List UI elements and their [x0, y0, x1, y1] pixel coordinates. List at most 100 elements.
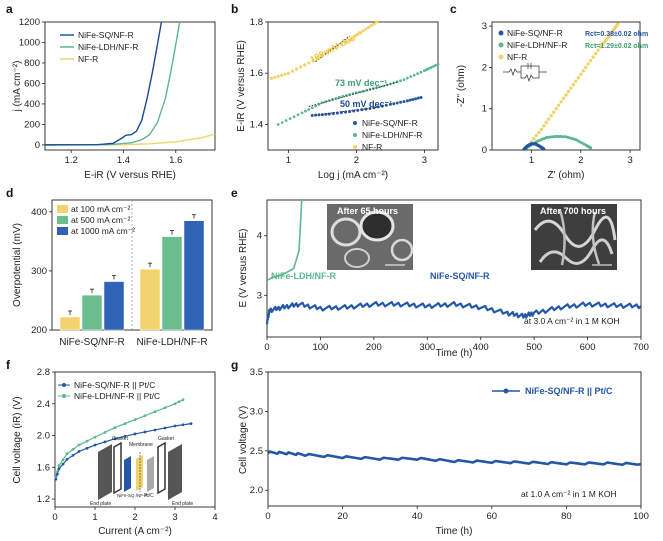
series-point-c-2 [542, 124, 546, 128]
series-point-b-1 [432, 64, 435, 68]
panel-letter-b: b [231, 2, 238, 16]
y-tick-label-b: 1.6 [250, 68, 263, 79]
series-point-b-2 [290, 69, 295, 73]
x-tick-label-g: 80 [561, 511, 572, 522]
x-tick-label-e: 400 [473, 342, 489, 353]
series-point-b-2 [307, 61, 311, 65]
legend-label-c-nf: NF-R [507, 52, 527, 62]
series-point-b-2 [303, 63, 307, 67]
legend-label-a-sq: NiFe-SQ/NF-R [78, 30, 134, 40]
series-point-b-2 [348, 38, 352, 42]
series-point-f-1 [77, 443, 81, 447]
series-point-f-1 [61, 458, 65, 462]
panel-letter-c: c [450, 2, 457, 16]
series-point-b-0 [392, 102, 396, 106]
schematic-membrane: Membrane [129, 442, 153, 448]
series-point-b-2 [375, 20, 379, 24]
series-point-b-1 [402, 78, 406, 81]
series-point-c-2 [566, 89, 571, 94]
label-e-ldh: NiFe-LDH/NF-R [271, 271, 336, 281]
series-point-b-0 [388, 102, 392, 106]
series-point-f-1 [143, 414, 147, 418]
schematic-endplate-right: End plate [172, 501, 193, 507]
legend-swatch-c-ldh [498, 42, 504, 48]
panel-c: 1 2 3 0 1 2 3 Z' (ohm) -Z'' (ohm) NiFe-SQ/NF-R… [456, 21, 648, 181]
series-point-f-1 [177, 400, 181, 404]
series-point-b-1 [427, 67, 431, 70]
series-point-f-0 [77, 450, 81, 453]
bar-1-1 [161, 236, 183, 331]
legend-swatch-d-500 [57, 216, 68, 224]
series-point-c-2 [584, 65, 588, 70]
series-point-f-0 [133, 432, 137, 436]
x-tick-label-a: 1.4 [117, 155, 130, 166]
y-tick-label-a: 1200 [19, 17, 40, 28]
series-point-f-0 [56, 472, 59, 476]
legend-label-d-1000: at 1000 mA cm⁻² [71, 226, 135, 236]
series-line-g-sq [267, 450, 642, 467]
series-point-c-2 [581, 69, 585, 73]
series-point-b-1 [307, 108, 311, 111]
sem-label-65h: After 65 hours [337, 206, 398, 216]
y-tick-label-a: 600 [24, 78, 40, 89]
legend-label-d-500: at 500 mA cm⁻² [71, 215, 130, 225]
series-point-b-2 [269, 76, 273, 80]
series-point-c-2 [574, 79, 578, 83]
series-point-b-2 [280, 73, 284, 77]
series-point-c-2 [534, 133, 539, 138]
series-point-f-1 [103, 430, 107, 434]
series-point-b-1 [292, 115, 296, 119]
series-point-b-0 [384, 103, 388, 107]
panel-letter-f: f [6, 358, 11, 372]
series-point-c-2 [544, 120, 548, 125]
series-point-f-0 [65, 457, 69, 461]
series-point-c-2 [537, 130, 541, 135]
electrolyzer-schematic-icon [98, 441, 182, 500]
y-tick-label-f: 2.8 [37, 367, 50, 378]
series-point-b-2 [319, 53, 323, 57]
series-point-c-2 [564, 93, 568, 97]
x-tick-label-g: 0 [265, 511, 270, 522]
x-tick-label-e: 300 [419, 342, 435, 353]
x-tick-label-f: 0 [52, 512, 57, 523]
series-point-c-2 [588, 58, 593, 63]
series-point-f-0 [143, 430, 147, 434]
series-point-b-0 [395, 101, 399, 105]
x-tick-label-f: 1 [92, 512, 97, 523]
series-point-b-2 [315, 56, 319, 60]
x-tick-label-b: 2 [354, 155, 359, 166]
series-point-f-0 [54, 477, 58, 481]
panel-b-xlabel: Log j (mA cm⁻²) [318, 170, 388, 181]
series-point-b-2 [356, 32, 360, 37]
x-tick-label-b: 3 [422, 155, 427, 166]
y-tick-label-a: 800 [24, 58, 40, 69]
schematic-gasket-right: Gasket [158, 436, 174, 442]
legend-label-b-sq: NiFe-SQ/NF-R [362, 118, 418, 128]
x-tick-label-g: 60 [487, 511, 498, 522]
x-tick-label-e: 700 [633, 342, 649, 353]
series-point-b-1 [416, 72, 419, 76]
series-point-f-1 [181, 398, 185, 402]
series-point-b-0 [408, 98, 412, 102]
x-tick-label-e: 0 [264, 342, 269, 353]
y-tick-label-a: 0 [35, 140, 40, 151]
y-tick-label-g: 3.5 [250, 367, 263, 378]
series-point-f-0 [85, 446, 89, 450]
series-point-c-2 [571, 82, 576, 87]
series-point-f-1 [71, 448, 75, 451]
series-point-f-1 [56, 470, 59, 474]
series-point-b-1 [412, 73, 416, 77]
series-point-f-1 [65, 452, 69, 456]
series-point-b-2 [358, 31, 363, 35]
series-line-a-1 [44, 21, 181, 146]
series-point-c-0 [542, 147, 546, 151]
x-tick-label-g: 40 [412, 511, 423, 522]
series-point-c-2 [539, 127, 544, 132]
series-point-b-0 [414, 97, 418, 101]
x-tick-label-c: 2 [578, 155, 583, 166]
series-point-b-2 [364, 27, 368, 31]
series-point-c-2 [554, 107, 558, 111]
x-tick-label-a: 1.2 [65, 155, 78, 166]
schematic-gasket-left: Gasket [112, 436, 128, 442]
panel-g: 0 20 40 60 80 100 2.0 2.5 3.0 3.5 NiFe-SQ/NF-R ||… [238, 367, 649, 537]
